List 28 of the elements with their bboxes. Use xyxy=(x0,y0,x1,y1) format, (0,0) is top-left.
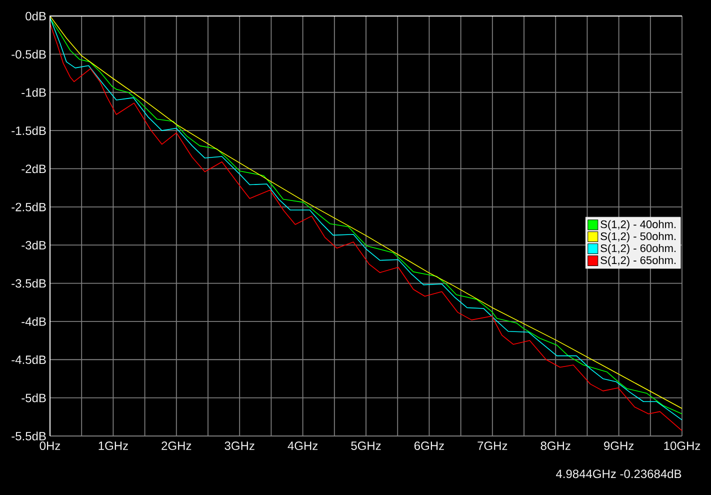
y-tick-label: -3dB xyxy=(22,240,46,250)
y-tick-label: -3.5dB xyxy=(12,278,46,288)
text: 4.9844GHz -0.23684dB xyxy=(556,469,682,478)
y-tick-label: -1dB xyxy=(22,88,46,97)
x-tick-label: 9GHz xyxy=(604,442,634,450)
y-tick-label: -2.5dB xyxy=(12,202,46,212)
legend-label: S(1,2) - 40ohm. xyxy=(600,220,676,230)
x-tick-label: 8GHz xyxy=(540,442,570,450)
legend-label: S(1,2) - 60ohm. xyxy=(600,244,676,254)
y-tick-label: -2dB xyxy=(22,164,46,174)
y-tick-label: -4.5dB xyxy=(12,355,46,364)
legend-label: S(1,2) - 65ohm. xyxy=(600,256,676,266)
x-tick-label: 6GHz xyxy=(414,442,444,450)
x-tick-label: 4GHz xyxy=(288,442,318,450)
y-tick-label: 0dB xyxy=(26,12,46,20)
y-tick-label: -5dB xyxy=(22,393,46,402)
x-tick-label: 2GHz xyxy=(162,442,192,450)
y-tick-label: -0.5dB xyxy=(12,50,46,59)
y-tick-label: -4dB xyxy=(22,317,46,326)
x-tick-label: 0Hz xyxy=(40,442,60,450)
x-tick-label: 1GHz xyxy=(98,442,128,450)
x-tick-label: 10GHz xyxy=(664,442,700,450)
y-tick-label: -1.5dB xyxy=(12,126,46,135)
x-tick-label: 5GHz xyxy=(351,442,381,450)
x-tick-label: 7GHz xyxy=(478,442,508,450)
legend-label: S(1,2) - 50ohm. xyxy=(600,232,676,242)
x-tick-label: 3GHz xyxy=(224,442,254,450)
y-tick-label: -5.5dB xyxy=(12,432,46,440)
